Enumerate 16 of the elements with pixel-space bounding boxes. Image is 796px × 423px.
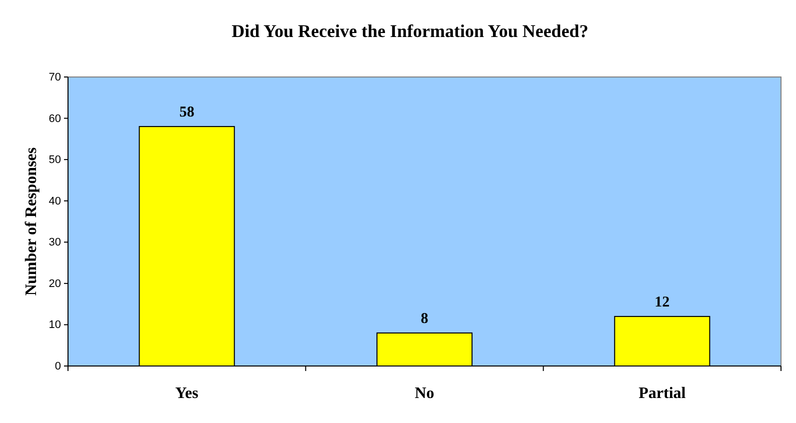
data-label: 8	[420, 310, 428, 327]
y-tick-label: 10	[48, 319, 61, 332]
y-tick-label: 40	[48, 195, 61, 208]
y-tick-label: 70	[48, 72, 61, 84]
y-tick-label: 0	[54, 360, 61, 373]
y-axis-title: Number of Responses	[23, 147, 40, 296]
x-tick-label: Partial	[638, 385, 686, 402]
x-tick-label: Yes	[175, 385, 198, 402]
y-tick-label: 30	[48, 236, 61, 249]
y-tick-label: 60	[48, 112, 61, 125]
y-tick-label: 50	[48, 154, 61, 166]
y-tick-label: 20	[48, 278, 61, 290]
x-tick-label: No	[414, 385, 434, 402]
chart-title: Did You Receive the Information You Needed?	[232, 21, 588, 41]
data-label: 12	[654, 294, 670, 310]
data-label: 58	[179, 104, 194, 121]
